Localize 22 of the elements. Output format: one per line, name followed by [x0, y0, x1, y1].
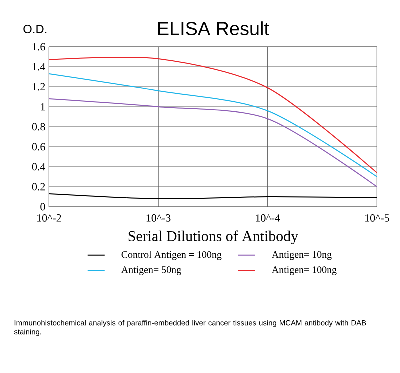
y-tick-label: 1.2: [32, 83, 46, 91]
y-tick-label: 0.6: [32, 143, 46, 151]
legend-label: Control Antigen = 100ng: [122, 251, 222, 260]
line-series: [49, 98, 378, 188]
y-tick-label: 0.4: [32, 163, 46, 171]
y-tick-label: 1.6: [32, 43, 46, 51]
legend-label: Antigen= 100ng: [272, 266, 337, 276]
y-tick-label: 0.8: [32, 123, 46, 131]
x-tick-label: 10^-4: [256, 214, 280, 222]
y-tick-label: 0.2: [32, 183, 46, 191]
x-axis-title: Serial Dilutions of Antibody: [128, 230, 298, 244]
x-tick-label: 10^-2: [38, 214, 62, 222]
legend-label: Antigen= 50ng: [121, 266, 182, 276]
y-axis-title: O.D.: [24, 25, 47, 34]
x-tick-label: 10^-3: [146, 214, 171, 222]
y-tick-label: 1: [41, 103, 46, 111]
legend-label: Antigen= 10ng: [272, 251, 332, 260]
line-series: [49, 74, 378, 178]
chart-title: ELISA Result: [158, 22, 270, 36]
y-tick-label: 1.4: [32, 63, 46, 71]
x-tick-label: 10^-5: [366, 214, 390, 222]
y-tick-label: 0: [40, 203, 46, 211]
